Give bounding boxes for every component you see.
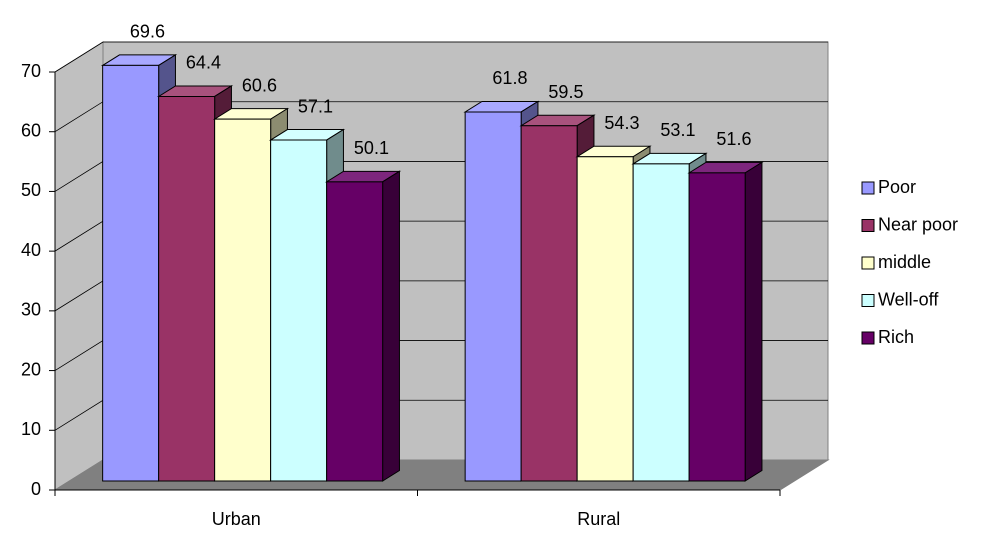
bar-front — [464, 111, 522, 482]
bar-front — [632, 163, 690, 482]
bar-front — [326, 181, 384, 482]
bar-front — [688, 172, 746, 482]
bar — [687, 161, 764, 482]
value-label: 53.1 — [660, 120, 695, 140]
legend-label: Poor — [878, 177, 916, 197]
value-label: 64.4 — [186, 53, 221, 73]
bar-front — [102, 64, 160, 482]
legend-label: Well-off — [878, 289, 939, 309]
legend-label: Near poor — [878, 214, 958, 234]
bar-front — [158, 95, 216, 482]
y-tick-label: 40 — [21, 240, 41, 260]
bar-side — [382, 170, 400, 482]
legend-label: middle — [878, 252, 931, 272]
y-tick-label: 30 — [21, 300, 41, 320]
bar-front — [520, 125, 578, 482]
grid-line — [54, 41, 828, 73]
value-label: 51.6 — [716, 129, 751, 149]
value-label: 50.1 — [354, 138, 389, 158]
value-label: 54.3 — [604, 113, 639, 133]
legend-swatch — [861, 256, 875, 270]
legend-swatch — [861, 294, 875, 307]
value-label: 59.5 — [548, 82, 583, 102]
x-tick-label: Urban — [212, 509, 261, 529]
y-tick-label: 60 — [21, 120, 41, 140]
bar-side — [744, 161, 763, 482]
bar — [324, 170, 402, 482]
legend-swatch — [861, 219, 875, 232]
legend-swatch — [861, 181, 875, 195]
bar-front — [270, 139, 328, 482]
side-wall — [54, 41, 104, 491]
value-label: 61.8 — [492, 68, 527, 88]
y-tick-label: 70 — [21, 61, 41, 81]
value-label: 60.6 — [242, 75, 277, 95]
legend-swatch — [861, 331, 875, 345]
y-tick-label: 50 — [21, 180, 41, 200]
y-tick-label: 0 — [31, 479, 41, 499]
value-label: 69.6 — [130, 22, 165, 42]
bar-front — [576, 156, 634, 482]
x-tick-label: Rural — [577, 509, 620, 529]
legend-label: Rich — [878, 327, 914, 347]
value-label: 57.1 — [298, 96, 333, 116]
y-tick-label: 20 — [21, 359, 41, 379]
y-tick-label: 10 — [21, 419, 41, 439]
bar-front — [214, 118, 272, 482]
